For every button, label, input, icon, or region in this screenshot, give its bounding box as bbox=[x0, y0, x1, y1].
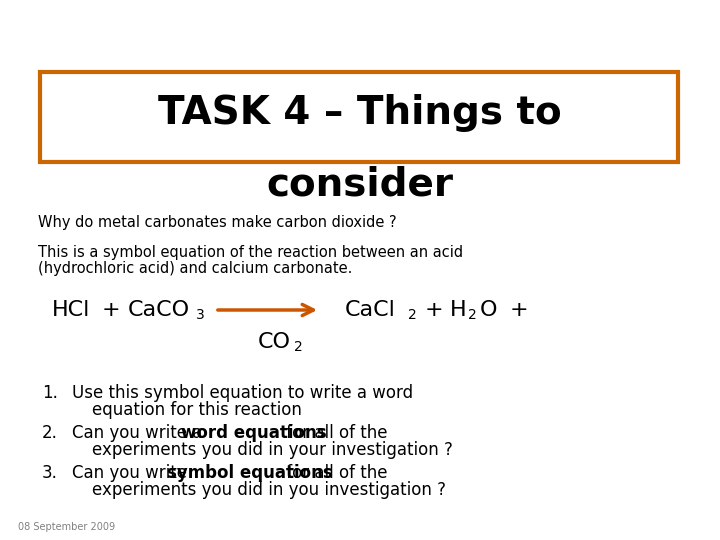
Text: for all of the: for all of the bbox=[281, 424, 387, 442]
FancyBboxPatch shape bbox=[40, 72, 678, 162]
Text: HCl: HCl bbox=[52, 300, 91, 320]
Text: CaCO: CaCO bbox=[128, 300, 190, 320]
Text: This is a symbol equation of the reaction between an acid: This is a symbol equation of the reactio… bbox=[38, 245, 463, 260]
Text: 3: 3 bbox=[196, 308, 204, 322]
Text: consider: consider bbox=[266, 165, 454, 203]
Text: CO: CO bbox=[258, 332, 291, 352]
Text: for all of the: for all of the bbox=[282, 464, 388, 482]
Text: H: H bbox=[450, 300, 467, 320]
Text: 08 September 2009: 08 September 2009 bbox=[18, 522, 115, 532]
Text: CaCl: CaCl bbox=[345, 300, 396, 320]
Text: 3.: 3. bbox=[42, 464, 58, 482]
Text: experiments you did in your investigation ?: experiments you did in your investigatio… bbox=[92, 441, 453, 459]
Text: equation for this reaction: equation for this reaction bbox=[92, 401, 302, 419]
Text: Use this symbol equation to write a word: Use this symbol equation to write a word bbox=[72, 384, 413, 402]
Text: 1.: 1. bbox=[42, 384, 58, 402]
Text: 2: 2 bbox=[468, 308, 477, 322]
Text: 2: 2 bbox=[294, 340, 302, 354]
Text: +: + bbox=[510, 300, 528, 320]
Text: O: O bbox=[480, 300, 498, 320]
Text: 2: 2 bbox=[408, 308, 417, 322]
Text: 2.: 2. bbox=[42, 424, 58, 442]
Text: Can you write a: Can you write a bbox=[72, 424, 207, 442]
Text: Why do metal carbonates make carbon dioxide ?: Why do metal carbonates make carbon diox… bbox=[38, 214, 397, 230]
Text: TASK 4 – Things to: TASK 4 – Things to bbox=[158, 94, 562, 132]
Text: experiments you did in you investigation ?: experiments you did in you investigation… bbox=[92, 481, 446, 499]
Text: word equations: word equations bbox=[181, 424, 326, 442]
Text: +: + bbox=[425, 300, 444, 320]
FancyArrowPatch shape bbox=[217, 305, 313, 315]
Text: Can you write: Can you write bbox=[72, 464, 192, 482]
Text: (hydrochloric acid) and calcium carbonate.: (hydrochloric acid) and calcium carbonat… bbox=[38, 260, 352, 275]
Text: symbol equations: symbol equations bbox=[167, 464, 333, 482]
Text: +: + bbox=[102, 300, 121, 320]
